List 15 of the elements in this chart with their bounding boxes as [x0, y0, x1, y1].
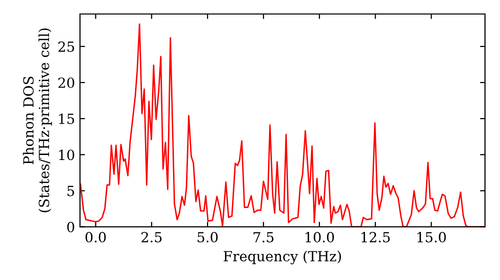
y-tick-label: 20	[58, 77, 74, 88]
y-axis-title: Phonon DOS (States/THz·primitive cell)	[22, 28, 52, 212]
x-tick-label: 12.5	[362, 232, 390, 242]
x-tick-label: 10.0	[306, 232, 334, 242]
x-axis-title: Frequency (THz)	[224, 250, 341, 264]
y-tick-label: 25	[58, 41, 74, 52]
x-tick-label: 2.5	[142, 232, 162, 242]
x-tick-label: 5.0	[198, 232, 218, 242]
y-tick-label: 15	[59, 114, 74, 124]
y-tick-label: 5	[67, 186, 74, 196]
y-tick-label: 0	[67, 222, 74, 232]
y-tick-label: 10	[59, 150, 74, 160]
x-tick-label: 7.5	[254, 232, 274, 242]
x-tick-label: 0.0	[86, 232, 106, 242]
x-tick-label: 15.0	[418, 232, 446, 242]
